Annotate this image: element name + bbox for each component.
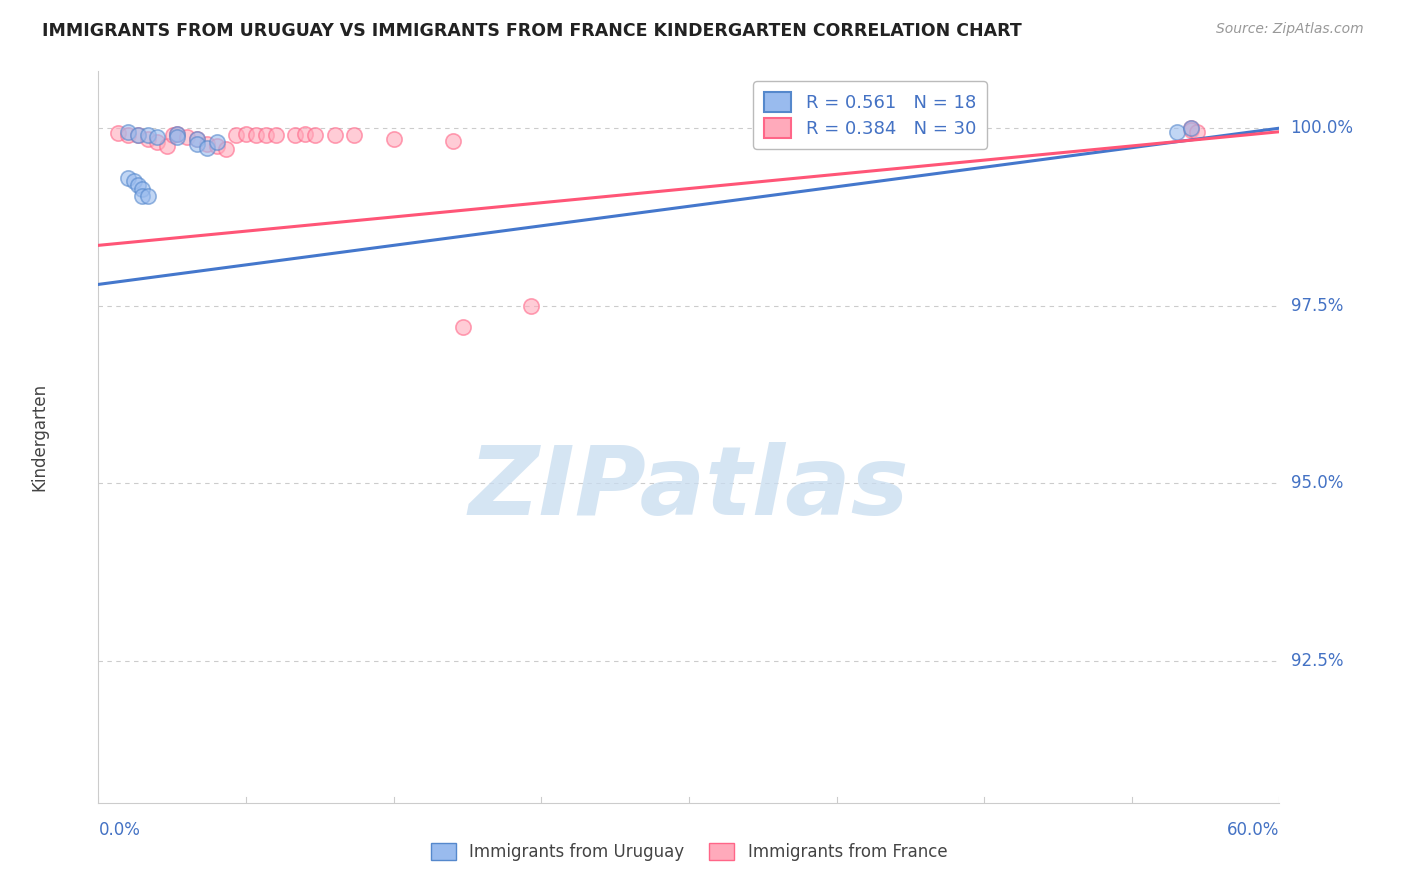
Text: 60.0%: 60.0% bbox=[1227, 821, 1279, 839]
Text: 95.0%: 95.0% bbox=[1291, 475, 1343, 492]
Text: 100.0%: 100.0% bbox=[1291, 120, 1354, 137]
Text: Kindergarten: Kindergarten bbox=[31, 383, 48, 491]
Text: 92.5%: 92.5% bbox=[1291, 652, 1343, 670]
Legend: Immigrants from Uruguay, Immigrants from France: Immigrants from Uruguay, Immigrants from… bbox=[425, 836, 953, 868]
Text: 97.5%: 97.5% bbox=[1291, 297, 1343, 315]
Text: IMMIGRANTS FROM URUGUAY VS IMMIGRANTS FROM FRANCE KINDERGARTEN CORRELATION CHART: IMMIGRANTS FROM URUGUAY VS IMMIGRANTS FR… bbox=[42, 22, 1022, 40]
Text: 0.0%: 0.0% bbox=[98, 821, 141, 839]
Text: ZIPatlas: ZIPatlas bbox=[468, 442, 910, 535]
Text: Source: ZipAtlas.com: Source: ZipAtlas.com bbox=[1216, 22, 1364, 37]
